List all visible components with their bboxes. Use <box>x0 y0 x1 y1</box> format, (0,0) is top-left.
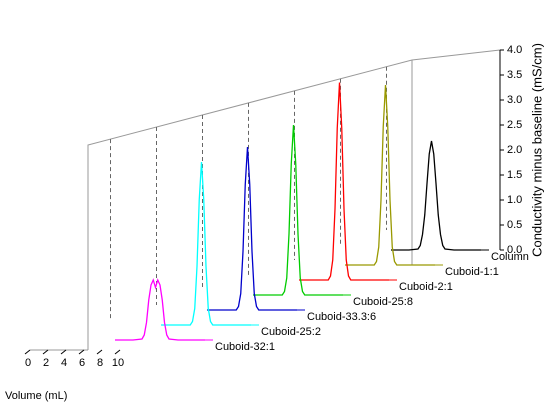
box-edge <box>87 49 501 350</box>
y-tick-label: 0.0 <box>507 244 522 256</box>
series-label: Cuboid-25:2 <box>261 326 321 338</box>
x-tick <box>78 349 85 355</box>
x-tick <box>114 349 121 355</box>
x-tick <box>60 349 67 355</box>
x-tick-label: 0 <box>25 357 31 369</box>
y-tick-label: 3.5 <box>507 69 522 81</box>
series-label: Cuboid-25:8 <box>353 296 413 308</box>
trace <box>345 84 435 266</box>
x-tick-label: 2 <box>43 357 49 369</box>
series-label: Cuboid-1:1 <box>445 266 499 278</box>
y-tick-label: 0.5 <box>507 219 522 231</box>
series-label: Cuboid-32:1 <box>215 341 275 353</box>
trace <box>207 146 297 311</box>
y-tick-label: 3.0 <box>507 94 522 106</box>
box <box>30 49 501 351</box>
y-tick-label: 1.5 <box>507 169 522 181</box>
series-label: Cuboid-33.3:6 <box>307 311 376 323</box>
y-tick-label: 2.0 <box>507 144 522 156</box>
x-tick-label: 4 <box>61 357 67 369</box>
y-axis-title: Conductivity minus baseline (mS/cm) <box>529 43 544 257</box>
series-label: Cuboid-2:1 <box>399 281 453 293</box>
x-tick <box>96 349 103 355</box>
series-label: Column <box>491 251 529 263</box>
trace <box>161 161 251 326</box>
trace <box>391 140 481 251</box>
x-axis-title: Volume (mL) <box>5 390 67 402</box>
trace <box>253 124 343 296</box>
y-tick-label: 4.0 <box>507 44 522 56</box>
y-tick-label: 2.5 <box>507 119 522 131</box>
x-tick-label: 10 <box>112 357 124 369</box>
x-tick <box>24 349 31 355</box>
trace <box>299 82 389 281</box>
x-tick <box>42 349 49 355</box>
x-tick-label: 6 <box>79 357 85 369</box>
trace <box>115 278 205 341</box>
y-tick-label: 1.0 <box>507 194 522 206</box>
x-tick-label: 8 <box>97 357 103 369</box>
